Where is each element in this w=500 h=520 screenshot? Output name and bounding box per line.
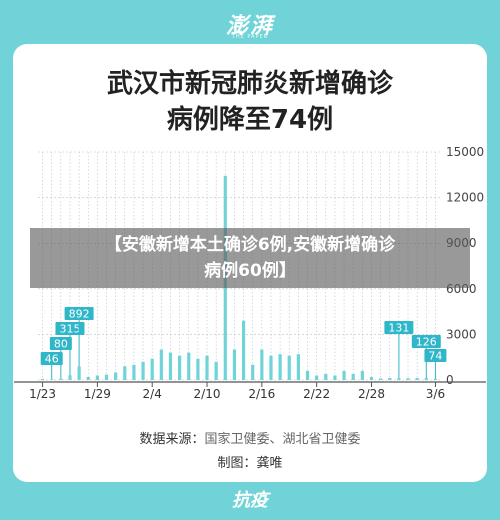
bar (178, 355, 182, 380)
bar (415, 377, 419, 380)
bar (196, 358, 200, 380)
bar (150, 358, 154, 380)
bar (205, 355, 209, 380)
data-label: 892 (69, 308, 90, 321)
bar (305, 370, 310, 380)
x-tick-label: 2/16 (248, 387, 275, 401)
news-headline-banner: 【安徽新增本土确诊6例,安徽新增确诊 病例60例】 (30, 228, 470, 288)
callout-box (40, 352, 63, 365)
y-tick-label: 15000 (446, 145, 484, 159)
bar (114, 372, 118, 380)
x-tick-label: 1/29 (84, 387, 111, 401)
data-label: 315 (59, 323, 80, 336)
bar (342, 370, 346, 380)
bar (433, 378, 438, 380)
x-tick-label: 3/6 (426, 387, 445, 401)
callout-box (55, 322, 85, 335)
bar (77, 366, 81, 380)
y-tick-label: 3000 (446, 327, 477, 341)
bar (388, 378, 392, 380)
data-source-label: 数据来源： (139, 432, 205, 447)
bar (141, 361, 145, 380)
bar (214, 361, 218, 380)
data-label: 74 (428, 350, 442, 363)
bar (168, 352, 173, 380)
bar (187, 352, 191, 380)
bar (406, 378, 410, 380)
x-tick-label: 2/4 (143, 387, 162, 401)
chart-maker-value: 龚唯 (256, 456, 283, 471)
callout-box (411, 335, 441, 348)
bar (68, 375, 72, 380)
bar (269, 355, 273, 380)
callout-box (49, 337, 72, 350)
chart-title: 武汉市新冠肺炎新增确诊 病例降至74例 (13, 66, 487, 138)
bar (104, 374, 109, 380)
x-tick-label: 2/28 (358, 387, 385, 401)
bar (123, 366, 127, 380)
logo: 澎湃 (225, 14, 274, 39)
x-tick-label: 2/10 (194, 387, 221, 401)
footer-label: 抗疫 (232, 490, 268, 511)
bar (132, 364, 136, 380)
bar (360, 370, 364, 380)
bar (296, 354, 300, 380)
bar (287, 355, 291, 380)
bar (50, 379, 54, 380)
x-tick-label: 1/23 (29, 387, 56, 401)
bar (369, 376, 374, 380)
chart-title-line1: 武汉市新冠肺炎新增确诊 (106, 69, 393, 99)
bar (251, 364, 255, 380)
y-tick-label: 12000 (446, 191, 484, 205)
bar (379, 378, 383, 380)
bar (397, 378, 401, 380)
bar (86, 376, 90, 380)
data-source-value: 国家卫健委、湖北省卫健委 (204, 432, 361, 447)
logo-subtitle: THE PAPER (231, 34, 269, 40)
callout-box (64, 307, 94, 320)
bar (40, 378, 45, 380)
data-source: 数据来源：国家卫健委、湖北省卫健委 (0, 428, 500, 447)
chart-maker: 制图：龚唯 (0, 452, 500, 471)
bar (333, 375, 337, 380)
bar (232, 349, 237, 380)
chart-maker-label: 制图： (217, 456, 257, 471)
bar (324, 373, 328, 380)
data-label: 126 (416, 336, 437, 349)
banner-line1: 【安徽新增本土确诊6例,安徽新增确诊 (104, 235, 396, 255)
callout-box (424, 349, 447, 362)
bar (59, 378, 63, 380)
bar (159, 349, 163, 380)
data-label: 131 (388, 322, 409, 335)
data-label: 46 (45, 353, 59, 366)
x-tick-label: 2/22 (303, 387, 330, 401)
bar (315, 375, 319, 380)
chart-title-line2: 病例降至74例 (166, 105, 334, 135)
callout-box (384, 321, 414, 334)
bar (424, 378, 428, 380)
data-label: 80 (54, 338, 68, 351)
y-tick-label: 0 (446, 373, 454, 387)
banner-line2: 病例60例】 (204, 261, 296, 281)
bar (260, 349, 264, 380)
bar (351, 373, 355, 380)
bar (278, 354, 282, 380)
bar (95, 375, 99, 380)
bar (241, 320, 246, 380)
